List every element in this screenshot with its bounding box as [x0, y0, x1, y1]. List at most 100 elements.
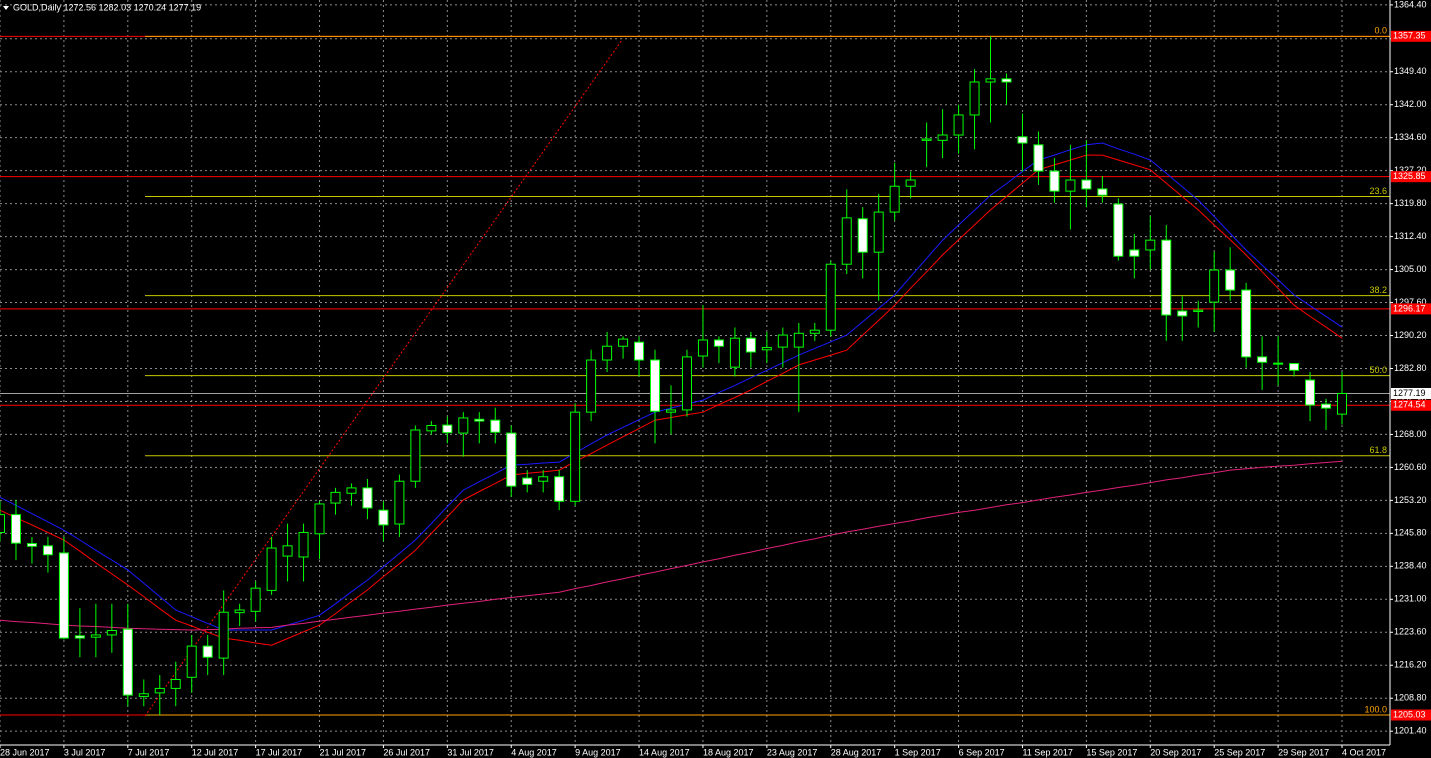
price-line-label: 1325.85: [1393, 171, 1426, 181]
candle-body: [378, 509, 389, 526]
price-line-label-bg: [1391, 303, 1431, 315]
y-tick-label: 1282.80: [1394, 363, 1427, 373]
y-tick-label: 1268.00: [1394, 429, 1427, 439]
candle-body: [1017, 136, 1028, 144]
y-tick-label: 1364.40: [1394, 0, 1427, 9]
price-line-label: 1274.54: [1393, 400, 1426, 410]
bid-label-bg: [1391, 387, 1431, 399]
y-tick-label: 1201.40: [1394, 726, 1427, 736]
y-tick-label: 1319.80: [1394, 198, 1427, 208]
candle-body: [666, 409, 676, 413]
candle-body: [218, 611, 229, 659]
candle-body: [410, 429, 421, 482]
candle-body: [1209, 269, 1220, 303]
candle-body: [426, 425, 437, 432]
y-tick-label: 1312.40: [1394, 231, 1427, 241]
candle-body: [777, 334, 788, 348]
candle-body: [889, 185, 900, 213]
candle-body: [138, 693, 149, 697]
y-tick-label: 1342.00: [1394, 99, 1427, 109]
candle-body: [618, 338, 629, 347]
chart-title: GOLD,Daily 1272.56 1282.03 1270.24 1277.…: [13, 2, 201, 12]
candle-body: [921, 138, 932, 141]
candle-body: [1065, 179, 1076, 192]
candle-body: [1257, 356, 1268, 363]
menu-arrow[interactable]: [3, 6, 9, 10]
candle-body: [793, 332, 804, 348]
candle-body: [873, 211, 884, 253]
candle-body: [10, 514, 21, 544]
candle-body: [1241, 289, 1252, 358]
candle-body: [1001, 78, 1012, 83]
candle-body: [1193, 309, 1204, 312]
x-tick-label: 31 Jul 2017: [447, 747, 494, 757]
candle-body: [1113, 203, 1124, 257]
candle-body: [969, 81, 980, 116]
candle-body: [42, 545, 53, 556]
y-tick-label: 1231.00: [1394, 594, 1427, 604]
x-tick-label: 7 Jul 2017: [128, 747, 170, 757]
x-tick-label: 6 Sep 2017: [959, 747, 1005, 757]
candle-body: [0, 514, 5, 533]
candle-body: [634, 341, 645, 361]
x-tick-label: 20 Sep 2017: [1150, 747, 1201, 757]
candle-body: [554, 476, 565, 502]
candle-body: [1033, 144, 1044, 172]
candle-body: [490, 419, 501, 433]
candle-body: [362, 487, 373, 509]
candle-body: [761, 347, 772, 351]
x-tick-label: 4 Oct 2017: [1342, 747, 1386, 757]
candle-body: [1145, 239, 1156, 251]
x-tick-label: 4 Aug 2017: [511, 747, 557, 757]
y-tick-label: 1253.20: [1394, 495, 1427, 505]
candle-body: [586, 359, 597, 413]
fibo-label: 50.0: [1369, 365, 1387, 375]
x-tick-label: 3 Jul 2017: [64, 747, 106, 757]
y-tick-label: 1349.40: [1394, 66, 1427, 76]
candle-body: [250, 587, 261, 612]
candle-body: [122, 628, 133, 696]
candle-body: [1273, 362, 1284, 365]
price-axis: 1201.40 1208.80 1216.20 1223.60 1231.00 1238.…: [1390, 0, 1431, 736]
candle-body: [1161, 239, 1172, 316]
candle-body: [1129, 249, 1140, 257]
price-line-label-bg: [1391, 30, 1431, 42]
fibo-trend-line: [144, 39, 623, 717]
x-tick-label: 25 Sep 2017: [1214, 747, 1265, 757]
fibo-label: 0.0: [1374, 26, 1387, 36]
candle-body: [1225, 269, 1236, 291]
y-tick-label: 1245.80: [1394, 528, 1427, 538]
candle-body: [458, 417, 469, 434]
x-tick-label: 17 Jul 2017: [256, 747, 303, 757]
fibo-label: 23.6: [1369, 186, 1387, 196]
candle-body: [857, 218, 868, 253]
candle-body: [266, 547, 277, 591]
x-tick-label: 14 Aug 2017: [639, 747, 690, 757]
candle-body: [154, 687, 165, 694]
x-tick-label: 28 Aug 2017: [831, 747, 882, 757]
y-tick-label: 1216.20: [1394, 660, 1427, 670]
y-tick-label: 1223.60: [1394, 627, 1427, 637]
candle-body: [745, 337, 756, 353]
candle-body: [106, 629, 117, 636]
y-tick-label: 1297.60: [1394, 297, 1427, 307]
candle-body: [905, 179, 916, 187]
candles: [0, 36, 1347, 716]
x-tick-label: 21 Jul 2017: [320, 747, 367, 757]
candle-body: [522, 477, 533, 485]
y-tick-label: 1290.20: [1394, 330, 1427, 340]
y-tick-label: 1238.40: [1394, 561, 1427, 571]
x-tick-label: 12 Jul 2017: [192, 747, 239, 757]
candle-body: [474, 418, 485, 422]
candle-body: [26, 543, 37, 547]
x-tick-label: 28 Jun 2017: [0, 747, 50, 757]
candle-body: [170, 679, 181, 689]
candle-body: [538, 476, 549, 482]
candle-body: [1049, 170, 1060, 192]
price-line-label: 1357.35: [1393, 31, 1426, 41]
candle-body: [1305, 379, 1316, 406]
x-tick-label: 18 Aug 2017: [703, 747, 754, 757]
candle-body: [186, 645, 197, 678]
y-tick-label: 1208.80: [1394, 693, 1427, 703]
